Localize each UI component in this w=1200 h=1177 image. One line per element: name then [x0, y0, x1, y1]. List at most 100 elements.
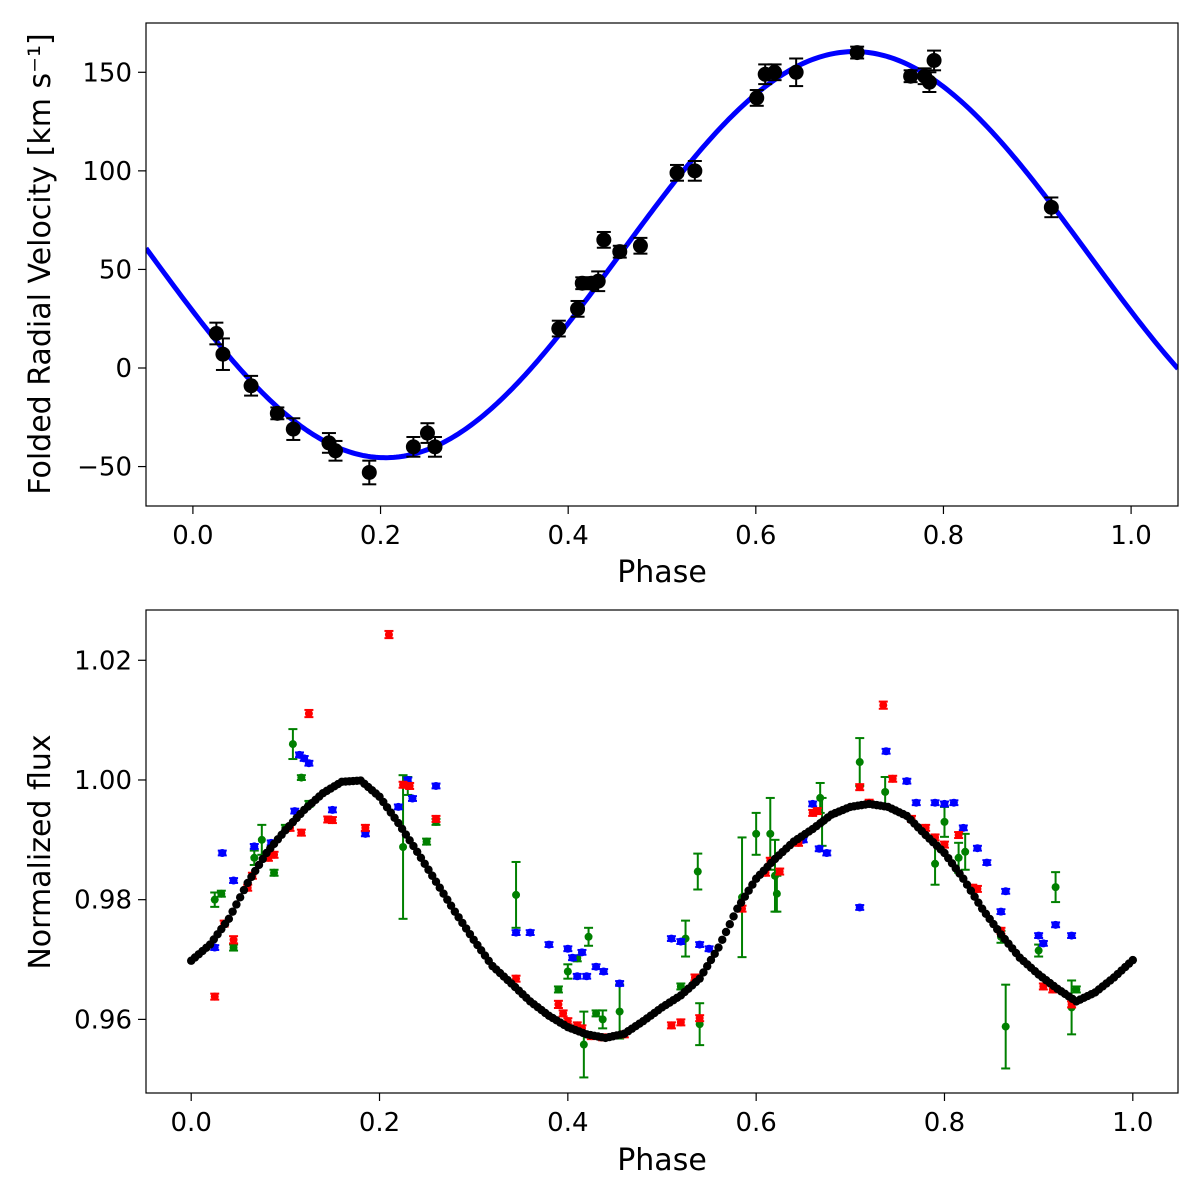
- flux-black-point: [699, 968, 708, 977]
- flux-blue-point: [902, 777, 912, 786]
- flux-green-point: [579, 1010, 589, 1079]
- flux-red-point: [405, 781, 415, 790]
- flux-red-point: [878, 700, 888, 710]
- flux-black-point: [733, 904, 742, 913]
- flux-red-point: [775, 867, 785, 876]
- flux-red-point: [676, 1018, 686, 1027]
- flux-black-point: [748, 880, 757, 889]
- flux-red-point: [695, 1014, 705, 1023]
- rv-y-tick-label: 100: [82, 157, 132, 187]
- flux-blue-point: [217, 848, 227, 857]
- rv-data-point: [767, 63, 783, 82]
- flux-blue-point: [911, 798, 921, 807]
- flux-blue-point: [666, 934, 676, 943]
- flux-black-point: [974, 898, 983, 907]
- flux-green-point: [1051, 871, 1061, 904]
- flux-red-point: [296, 828, 306, 837]
- flux-green-point: [681, 919, 691, 958]
- rv-plot-content: [146, 45, 1178, 486]
- flux-blue-point: [695, 940, 705, 949]
- flux-panel: 0.0 0.2 0.4 0.6 0.8 1.0 0.96 0.98 1.00 1.02 Phas…: [23, 609, 1179, 1177]
- flux-blue-point: [881, 747, 891, 756]
- rv-data-point: [849, 45, 865, 61]
- flux-black-point: [224, 914, 234, 924]
- flux-red-point: [855, 783, 865, 792]
- flux-black-point: [736, 898, 746, 907]
- rv-y-tick-label: −50: [77, 453, 132, 483]
- flux-blue-point: [599, 967, 609, 976]
- rv-x-tick-label: 0.8: [923, 521, 964, 551]
- flux-red-point: [888, 774, 898, 783]
- flux-green-point: [693, 852, 703, 891]
- flux-green-point: [296, 773, 306, 782]
- flux-x-ticks: 0.0 0.2 0.4 0.6 0.8 1.0: [171, 1093, 1153, 1138]
- flux-green-point: [598, 1009, 608, 1030]
- flux-y-tick-label: 0.98: [74, 886, 132, 916]
- flux-blue-point: [407, 794, 417, 803]
- flux-green-point: [288, 728, 298, 761]
- rv-data-point: [1043, 196, 1059, 219]
- flux-green-point: [584, 926, 594, 947]
- flux-blue-point: [814, 844, 824, 853]
- flux-black-point: [443, 895, 452, 904]
- flux-black-point: [235, 893, 245, 902]
- flux-black-point: [247, 872, 256, 882]
- flux-y-tick-label: 1.02: [74, 646, 132, 676]
- flux-black-point: [428, 871, 437, 880]
- rv-x-tick-label: 1.0: [1110, 521, 1151, 551]
- rv-data-point: [612, 244, 628, 260]
- rv-data-point: [361, 459, 377, 486]
- flux-red-point: [954, 831, 964, 840]
- flux-blue-point: [229, 876, 239, 885]
- flux-blue-point: [996, 907, 1006, 916]
- rv-data-point: [669, 163, 685, 182]
- flux-x-tick-label: 0.4: [547, 1108, 588, 1138]
- flux-black-point: [243, 878, 252, 888]
- rv-x-tick-label: 0.4: [548, 521, 589, 551]
- flux-black-point: [446, 901, 456, 910]
- flux-blue-point: [572, 972, 582, 981]
- flux-blue-point: [958, 823, 968, 832]
- rv-y-tick-label: 150: [82, 58, 132, 88]
- flux-black-point: [970, 892, 979, 901]
- rv-plot-area: [146, 23, 1178, 506]
- flux-green-point: [257, 823, 267, 856]
- flux-red-point: [553, 999, 563, 1010]
- rv-data-point: [903, 68, 919, 84]
- flux-black-point: [740, 892, 750, 901]
- flux-black-point: [714, 943, 723, 952]
- rv-data-point: [285, 417, 301, 441]
- flux-green-point: [563, 963, 573, 980]
- flux-blue-point: [822, 848, 832, 857]
- flux-green-point: [249, 849, 259, 866]
- flux-black-point: [420, 859, 429, 868]
- flux-x-axis-label: Phase: [617, 1143, 707, 1177]
- flux-blue-point: [1038, 939, 1048, 948]
- flux-green-point: [269, 868, 279, 877]
- flux-red-point: [304, 708, 314, 719]
- flux-blue-point: [568, 953, 578, 962]
- flux-green-series: [210, 728, 1081, 1079]
- flux-green-point: [398, 774, 408, 920]
- rv-data-point: [328, 439, 344, 462]
- rv-y-tick-label: 50: [99, 255, 132, 285]
- flux-y-axis-label: Normalized flux: [23, 734, 58, 969]
- flux-blue-point: [304, 759, 314, 768]
- flux-black-point: [254, 860, 264, 870]
- flux-green-point: [553, 985, 563, 994]
- flux-x-tick-label: 0.6: [735, 1108, 776, 1138]
- flux-blue-point: [615, 979, 625, 988]
- flux-black-point: [706, 955, 716, 965]
- flux-green-point: [772, 874, 782, 913]
- flux-black-point: [718, 935, 727, 944]
- flux-plot-content: [186, 629, 1138, 1079]
- flux-green-point: [216, 889, 226, 898]
- rv-x-tick-label: 0.0: [172, 521, 213, 551]
- flux-red-point: [666, 1021, 676, 1030]
- flux-plot-area: [146, 610, 1178, 1093]
- flux-black-point: [725, 920, 734, 929]
- rv-data-point: [590, 270, 606, 293]
- flux-black-point: [959, 874, 968, 883]
- rv-y-axis-label: Folded Radial Velocity [km s⁻¹]: [23, 33, 58, 494]
